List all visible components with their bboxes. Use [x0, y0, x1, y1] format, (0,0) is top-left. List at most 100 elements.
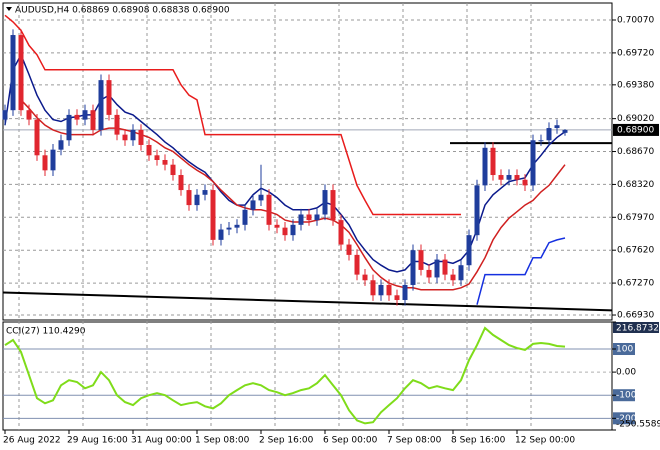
max-box: [613, 322, 659, 333]
y-tick-label: 216.8732: [616, 324, 659, 334]
candle-body: [178, 175, 184, 191]
menu-icon: [6, 7, 12, 11]
y-tick-label: 0.66930: [617, 311, 654, 321]
candle-body: [130, 129, 136, 141]
candle-body: [530, 140, 536, 186]
candle-body: [210, 190, 216, 240]
y-tick-label: 0.67970: [617, 213, 654, 223]
candle-body: [426, 269, 432, 278]
candle-body: [306, 214, 312, 221]
candle-body: [394, 295, 400, 300]
candle-body: [186, 190, 192, 206]
candle-body: [154, 155, 160, 160]
x-tick-label: 1 Sep 08:00: [195, 436, 250, 446]
candle-body: [274, 224, 280, 228]
candle-body: [362, 274, 368, 281]
y-tick-label: -100: [616, 391, 637, 401]
candle-body: [466, 235, 472, 266]
y-tick-label: 0.00: [616, 368, 636, 378]
candle-body: [314, 214, 320, 221]
y-tick-label: 100: [616, 345, 633, 355]
indicator-line: [4, 326, 566, 425]
x-tick-label: 12 Sep 00:00: [515, 436, 575, 446]
candle-body: [114, 114, 120, 135]
y-tick-label: 0.67270: [617, 279, 654, 289]
x-tick-label: 2 Sep 16:00: [259, 436, 314, 446]
y-tick-label: 0.69720: [617, 48, 654, 58]
candle-body: [282, 227, 288, 236]
candle-body: [266, 194, 272, 225]
level-box: [613, 343, 635, 356]
candle-body: [386, 284, 392, 296]
y-tick-label: 0.68670: [617, 147, 654, 157]
candle-body: [250, 200, 256, 210]
candle-body: [554, 125, 560, 129]
candle-body: [170, 164, 176, 176]
candle-body: [298, 214, 304, 225]
candle-body: [258, 194, 264, 201]
candle-body: [370, 280, 376, 296]
candle-body: [514, 175, 520, 180]
level-box: [613, 412, 635, 425]
candle-body: [330, 190, 336, 221]
candle-body: [242, 209, 248, 225]
candle-body: [354, 254, 360, 275]
candle-body: [82, 110, 88, 120]
candle-body: [122, 134, 128, 141]
candle-body: [34, 119, 40, 156]
candle-body: [42, 155, 48, 171]
indicator-line: [4, 53, 566, 273]
y-tick-label: -200: [616, 414, 637, 424]
candle-body: [218, 229, 224, 240]
candle-body: [490, 147, 496, 176]
trendline: [2, 291, 613, 312]
candle-body: [18, 35, 24, 111]
candle-body: [26, 110, 32, 120]
indicator-line: [476, 237, 566, 305]
candle-body: [74, 114, 80, 120]
y-tick-label: 0.70070: [617, 16, 654, 26]
candle-body: [138, 129, 144, 145]
cci-frame: [2, 321, 613, 431]
candle-body: [498, 175, 504, 180]
candle-body: [322, 190, 328, 215]
x-tick-label: 29 Aug 16:00: [67, 436, 128, 446]
candle-body: [418, 250, 424, 270]
candle-body: [506, 175, 512, 180]
y-tick-label: 0.69020: [617, 114, 654, 124]
candle-body: [450, 274, 456, 281]
candle-body: [442, 259, 448, 275]
candle-body: [562, 129, 568, 133]
candle-body: [522, 179, 528, 186]
candle-body: [58, 140, 64, 150]
candle-body: [202, 190, 208, 195]
last-price-box: [613, 123, 659, 136]
candle-body: [546, 128, 552, 141]
x-tick-label: 6 Sep 00:00: [323, 436, 378, 446]
candle-body: [234, 224, 240, 228]
candle-body: [2, 110, 8, 120]
candle-body: [402, 284, 408, 300]
candle-body: [458, 265, 464, 281]
x-tick-label: 7 Sep 08:00: [387, 436, 442, 446]
candle-body: [434, 259, 440, 278]
indicator-line: [4, 14, 461, 216]
y-tick-label: 0.69380: [617, 80, 654, 90]
candle-body: [50, 149, 56, 171]
main-frame: [2, 2, 613, 321]
candle-body: [290, 224, 296, 236]
candle-body: [346, 244, 352, 255]
candle-body: [474, 185, 480, 236]
candle-body: [482, 147, 488, 186]
level-box: [613, 389, 635, 402]
y-tick-label: -250.5589: [616, 420, 660, 430]
y-tick-label: 0.67620: [617, 246, 654, 256]
candle-body: [98, 80, 104, 130]
candle-body: [10, 35, 16, 111]
candle-body: [146, 144, 152, 156]
x-tick-label: 26 Aug 2022: [3, 436, 61, 446]
candle-body: [538, 140, 544, 142]
